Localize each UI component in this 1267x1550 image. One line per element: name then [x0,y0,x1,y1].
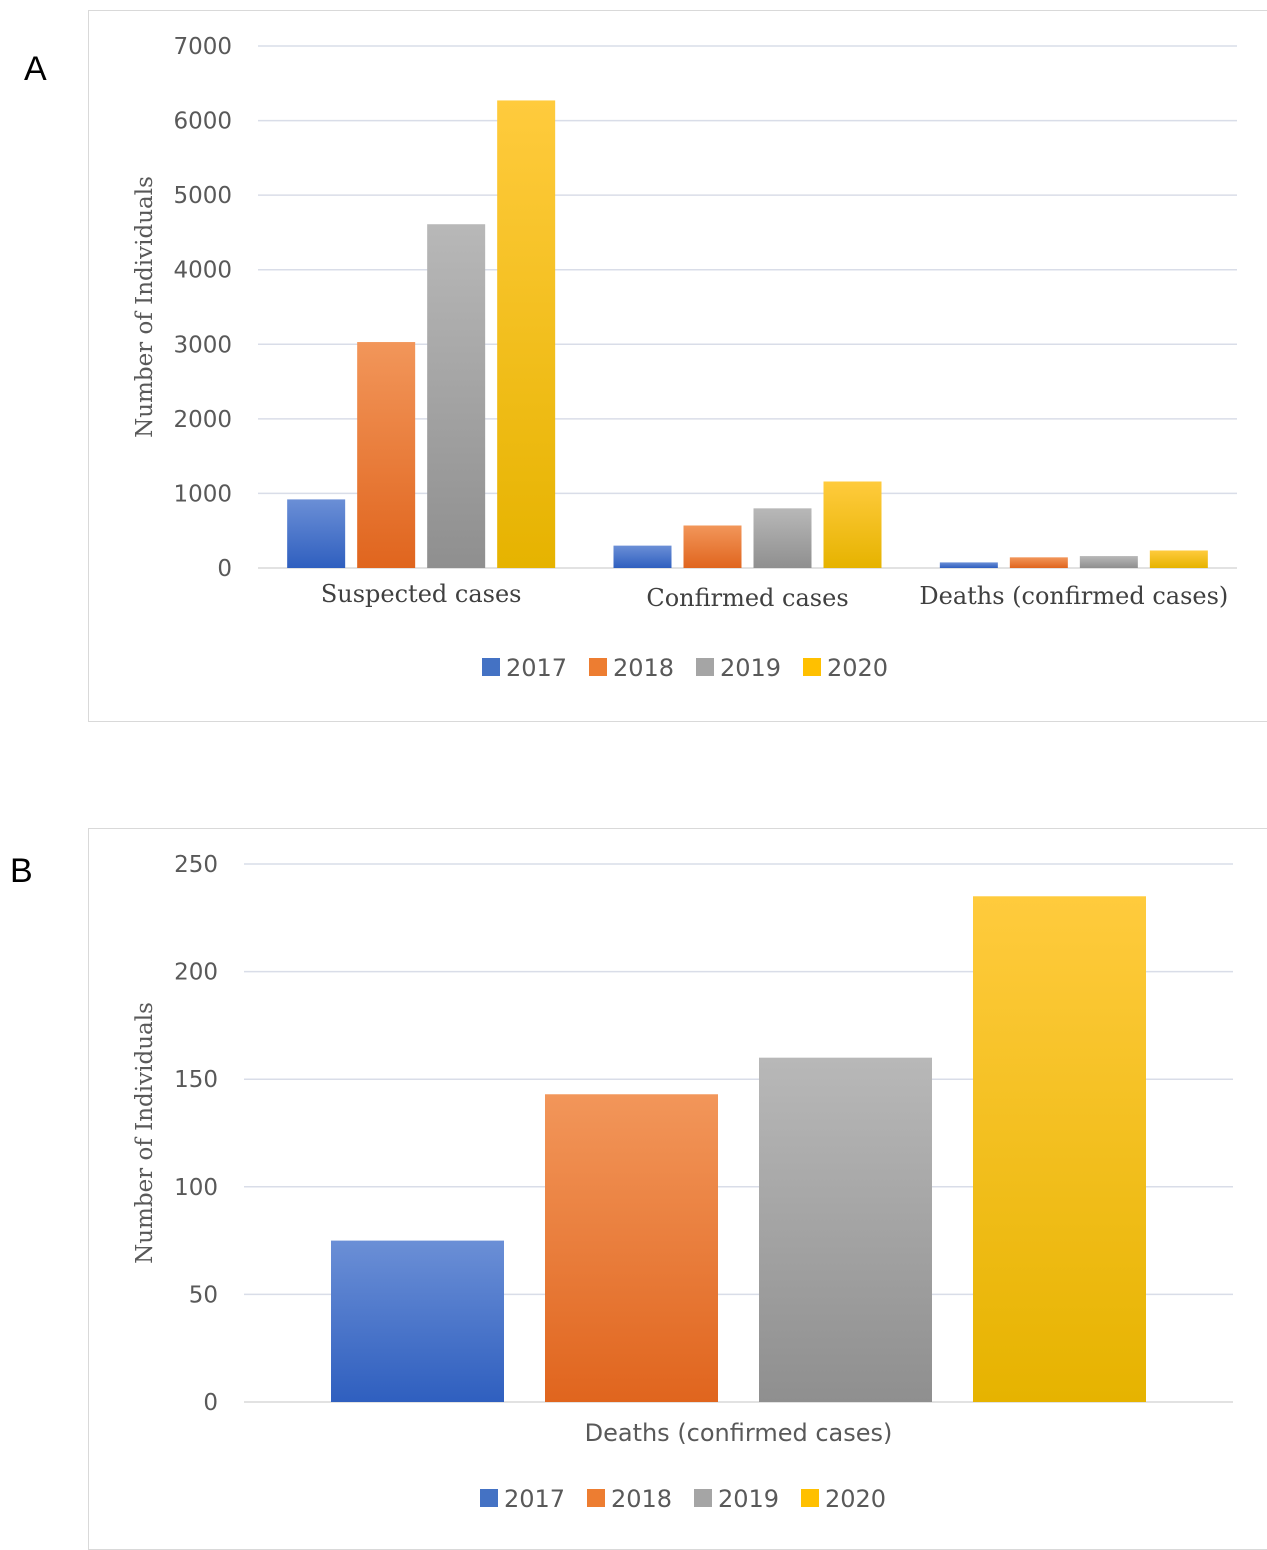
chart-a-frame [88,10,1267,722]
b-bar-2019 [759,1057,932,1402]
b-legend-swatch-2017 [480,1489,498,1507]
b-y-tick-label: 0 [203,1390,218,1416]
b-bar-2017 [331,1240,504,1402]
a-legend-label-2018: 2018 [613,654,674,682]
a-y-tick-label: 5000 [173,183,232,209]
a-bar-2018 [357,342,416,568]
a-category-label: Suspected cases [321,580,522,608]
a-legend-label-2019: 2019 [720,654,781,682]
a-bar-2018 [683,525,742,568]
b-legend-swatch-2018 [587,1489,605,1507]
a-y-tick-label: 7000 [173,34,232,60]
a-y-axis-label: Number of Individuals [132,176,158,438]
a-bar-2019 [1079,556,1138,568]
b-category-label: Deaths (confirmed cases) [585,1419,893,1447]
a-legend-label-2017: 2017 [506,654,567,682]
a-y-tick-label: 0 [217,556,232,582]
a-category-label: Confirmed cases [646,584,848,612]
a-legend-swatch-2019 [696,658,714,676]
b-legend-label-2018: 2018 [611,1485,672,1513]
a-bar-2017 [939,562,998,568]
b-legend-label-2020: 2020 [825,1485,886,1513]
a-legend-label-2020: 2020 [827,654,888,682]
b-y-axis-label: Number of Individuals [132,1002,158,1264]
a-category-label: Deaths (confirmed cases) [919,582,1228,610]
b-legend-swatch-2020 [801,1489,819,1507]
b-y-tick-label: 100 [174,1175,218,1201]
a-bar-2019 [753,508,812,568]
b-legend-label-2017: 2017 [504,1485,565,1513]
b-y-tick-label: 150 [174,1067,218,1093]
panel-label-b: B [10,852,33,890]
a-bar-2017 [287,499,346,568]
a-y-tick-label: 4000 [173,258,232,284]
panel-label-a: A [24,50,47,88]
b-legend-label-2019: 2019 [718,1485,779,1513]
b-y-tick-label: 250 [174,852,218,878]
a-legend-swatch-2017 [482,658,500,676]
a-legend-swatch-2018 [589,658,607,676]
a-y-tick-label: 2000 [173,407,232,433]
b-bar-2018 [545,1094,718,1402]
a-bar-2020 [823,481,882,568]
a-legend-swatch-2020 [803,658,821,676]
a-bar-2019 [427,224,486,568]
b-bar-2020 [973,896,1146,1402]
b-legend-swatch-2019 [694,1489,712,1507]
b-y-tick-label: 200 [174,960,218,986]
a-bar-2017 [613,545,672,568]
b-y-tick-label: 50 [189,1282,218,1308]
a-y-tick-label: 1000 [173,481,232,507]
a-y-tick-label: 6000 [173,109,232,135]
a-bar-2020 [497,100,556,569]
a-bar-2018 [1009,557,1068,568]
a-y-tick-label: 3000 [173,332,232,358]
a-bar-2020 [1149,550,1208,568]
